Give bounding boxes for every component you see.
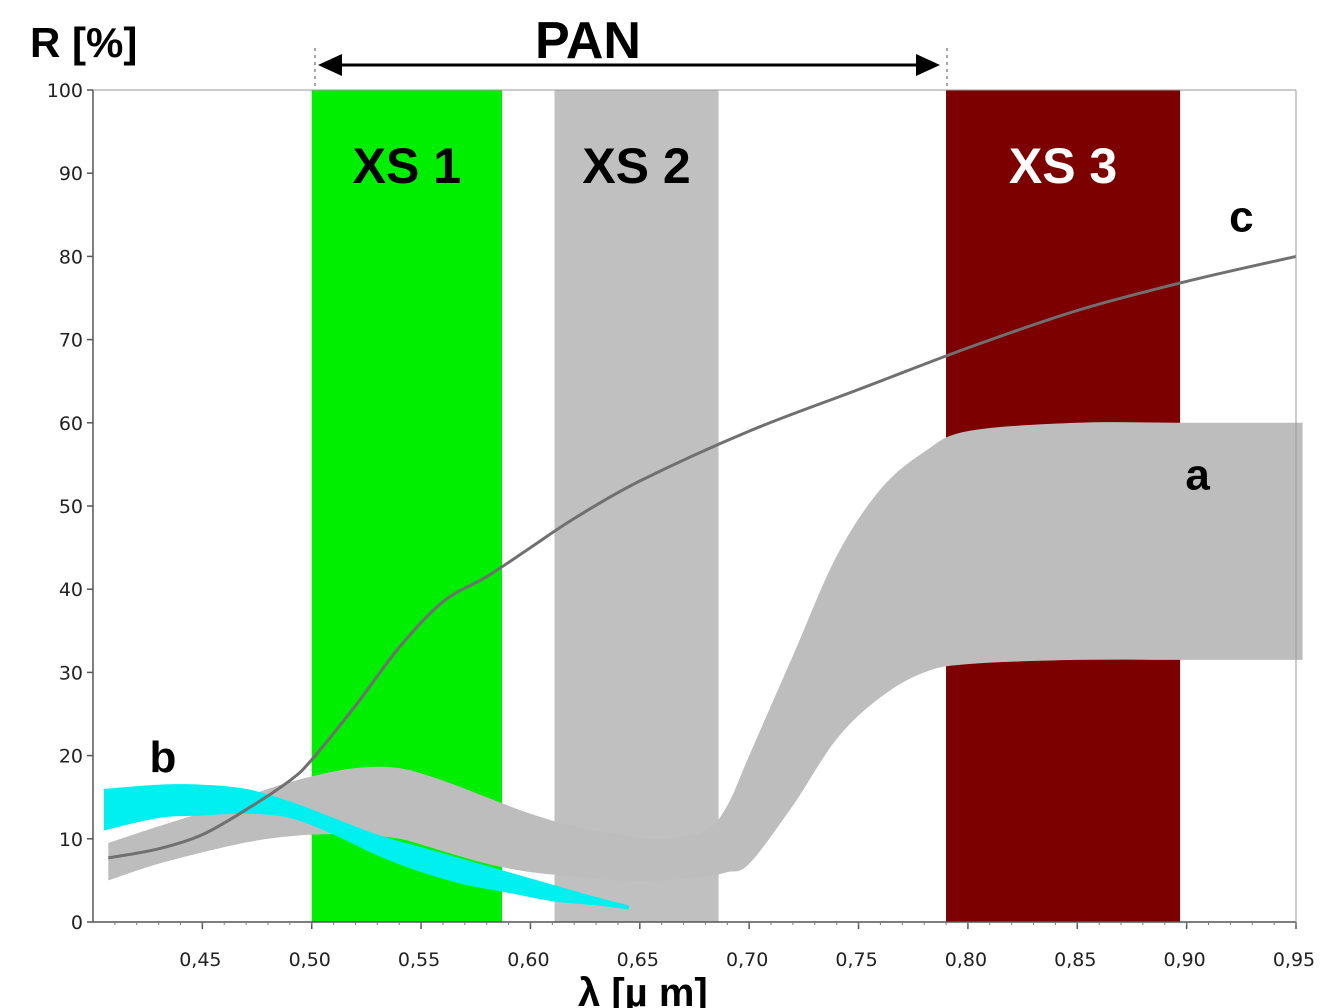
y-tick-label: 10 <box>59 829 83 851</box>
pan-label: PAN <box>535 12 641 70</box>
y-tick-label: 60 <box>59 413 83 435</box>
y-axis-title: R [%] <box>30 19 137 66</box>
y-tick-label: 30 <box>59 662 83 684</box>
series-a-area <box>108 422 1303 881</box>
y-tick-label: 90 <box>59 163 83 185</box>
x-tick-label: 0,90 <box>1163 949 1205 971</box>
x-tick-label: 0,80 <box>945 949 987 971</box>
y-tick-label: 0 <box>71 912 83 934</box>
x-tick-label: 0,50 <box>289 949 331 971</box>
y-tick-label: 40 <box>59 579 83 601</box>
x-tick-label: 0,55 <box>398 949 440 971</box>
pan-indicator: PAN <box>314 12 948 90</box>
reflectance-series <box>103 254 1303 910</box>
x-axis-title: λ [µ m] <box>578 971 708 1008</box>
y-tick-label: 20 <box>59 746 83 768</box>
series-b-label: b <box>150 733 177 782</box>
x-tick-label: 0,65 <box>617 949 659 971</box>
series-labels: a b c <box>150 192 1254 782</box>
series-c-line <box>108 254 1297 860</box>
band-2 <box>554 90 719 922</box>
series-c-label: c <box>1229 192 1253 241</box>
y-tick-label: 70 <box>59 330 83 352</box>
x-tick-label: 0,95 <box>1273 949 1315 971</box>
x-tick-label: 0,75 <box>835 949 877 971</box>
series-a-label: a <box>1185 450 1210 499</box>
series-b-area <box>103 784 629 910</box>
y-tick-label: 100 <box>47 80 83 102</box>
band-2-label: XS 2 <box>582 138 690 194</box>
x-tick-label: 0,85 <box>1054 949 1096 971</box>
tick-labels: 0 10 20 30 40 50 60 70 80 90 100 0,45 0,50 0,55 0,60 0,… <box>47 80 1315 971</box>
y-tick-label: 50 <box>59 496 83 518</box>
x-tick-label: 0,45 <box>179 949 221 971</box>
y-tick-label: 80 <box>59 246 83 268</box>
x-tick-label: 0,70 <box>726 949 768 971</box>
band-3-label: XS 3 <box>1009 138 1117 194</box>
pan-arrow-right-head <box>916 54 940 76</box>
x-tick-label: 0,60 <box>507 949 549 971</box>
band-1-label: XS 1 <box>353 138 461 194</box>
pan-arrow-left-head <box>318 54 342 76</box>
